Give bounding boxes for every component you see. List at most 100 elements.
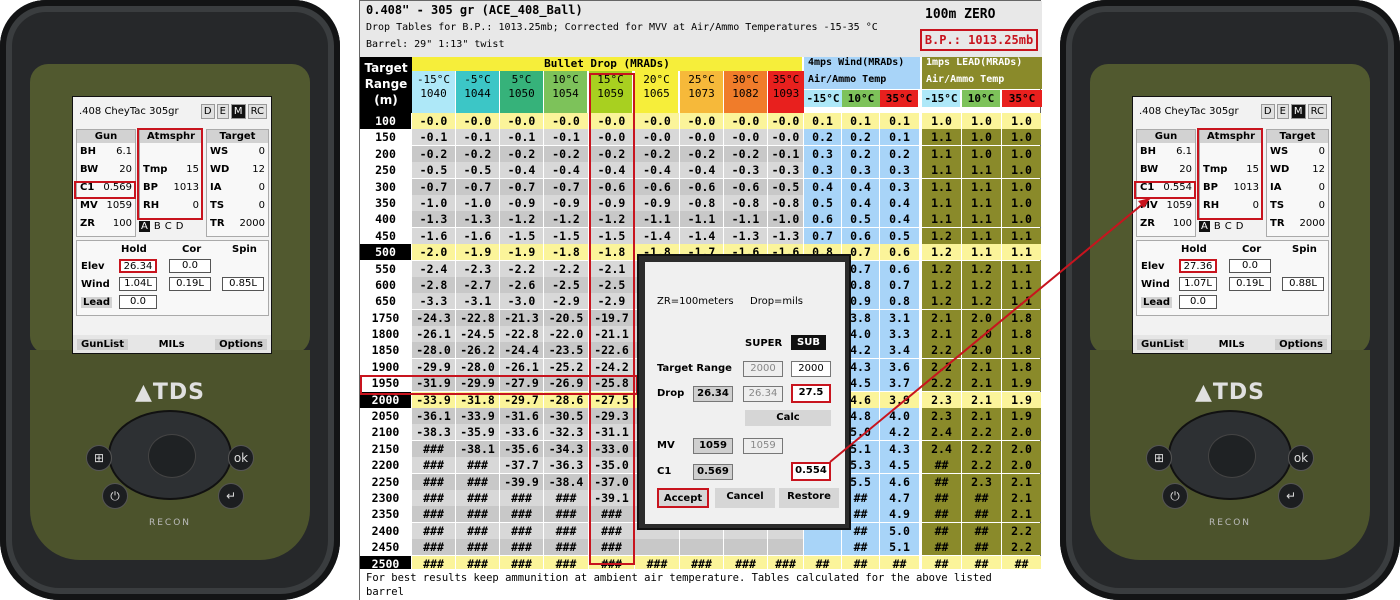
value-cell: 0.1 [880, 129, 920, 146]
value-cell: ### [544, 506, 589, 523]
mode-m[interactable]: M [1290, 104, 1306, 119]
dpad-center[interactable] [1208, 434, 1256, 478]
value-cell: -0.2 [544, 145, 589, 162]
gun-row[interactable]: BW 20 [80, 164, 132, 175]
profile-b[interactable]: B [153, 221, 161, 232]
cor-label: Cor [182, 244, 202, 255]
wind-cor-value[interactable]: 0.19L [1229, 277, 1271, 291]
target-row[interactable]: TS 0 [1270, 200, 1325, 211]
wind-cor-value[interactable]: 0.19L [169, 277, 211, 291]
lead-title: 1mps LEAD(MRADs) [922, 57, 1042, 71]
target-range-header: Target Range (m) [360, 57, 412, 113]
value-cell: 2.0 [1002, 440, 1042, 457]
profile-c[interactable]: C [164, 221, 172, 232]
target-row[interactable]: TR 2000 [210, 218, 265, 229]
value-cell: 1.1 [922, 194, 962, 211]
atm-row[interactable]: BP 1013 [143, 182, 199, 193]
enter-key-icon[interactable]: ↵ [218, 483, 244, 509]
atm-row[interactable]: RH 0 [143, 200, 199, 211]
gun-row[interactable]: C1 0.569 [80, 182, 132, 193]
target-row[interactable]: WD 12 [1270, 164, 1325, 175]
range-cell: 1800 [360, 326, 412, 343]
options-softkey[interactable]: Options [215, 338, 267, 350]
gun-title: .408 CheyTac 305gr [1139, 106, 1239, 117]
value-cell: 0.5 [880, 227, 920, 244]
cancel-button[interactable]: Cancel [715, 488, 775, 508]
restore-button[interactable]: Restore [779, 488, 839, 508]
windows-key-icon[interactable]: ⊞ [86, 445, 112, 471]
sub-option[interactable]: SUB [791, 335, 826, 350]
value-cell: ## [962, 555, 1002, 572]
power-key-icon[interactable]: ⏻ [102, 483, 128, 509]
target-row[interactable]: WS 0 [210, 146, 265, 157]
profile-b[interactable]: B [1213, 221, 1221, 232]
target-row[interactable]: WD 12 [210, 164, 265, 175]
elev-cor-value[interactable]: 0.0 [1229, 259, 1271, 273]
target-row[interactable]: WS 0 [1270, 146, 1325, 157]
lead-label[interactable]: Lead [81, 297, 113, 308]
target-range-input[interactable]: 2000 [791, 361, 831, 377]
value-cell: 0.6 [842, 227, 880, 244]
value-cell: -2.0 [412, 244, 456, 261]
mode-e[interactable]: E [1276, 104, 1289, 119]
lead-label[interactable]: Lead [1141, 297, 1173, 308]
value-cell: 4.5 [880, 457, 920, 474]
value-cell: ## [880, 555, 920, 572]
mode-e[interactable]: E [216, 104, 229, 119]
mode-rc[interactable]: RC [247, 104, 267, 119]
target-row[interactable]: IA 0 [1270, 182, 1325, 193]
profile-d[interactable]: D [175, 221, 184, 232]
value-cell: -0.8 [680, 194, 724, 211]
gun-row[interactable]: ZR 100 [1140, 218, 1192, 229]
gun-row[interactable]: BW 20 [1140, 164, 1192, 175]
dpad[interactable] [1168, 410, 1292, 500]
calc-button[interactable]: Calc [745, 410, 831, 426]
ok-key-icon[interactable]: ok [228, 445, 254, 471]
accept-button[interactable]: Accept [657, 488, 709, 508]
gun-row[interactable]: ZR 100 [80, 218, 132, 229]
profile-d[interactable]: D [1235, 221, 1244, 232]
gunlist-softkey[interactable]: GunList [1137, 338, 1188, 350]
value-cell: 2.2 [1002, 539, 1042, 556]
drop-input[interactable]: 27.5 [791, 384, 831, 403]
gun-row[interactable]: BH 6.1 [1140, 146, 1192, 157]
value-cell: -1.5 [500, 227, 544, 244]
atm-row[interactable]: BP 1013 [1203, 182, 1259, 193]
gun-row[interactable]: BH 6.1 [80, 146, 132, 157]
dpad-center[interactable] [148, 434, 196, 478]
chart-title: 0.408" - 305 gr (ACE_408_Ball) [366, 3, 583, 17]
gun-row[interactable]: MV 1059 [80, 200, 132, 211]
ok-key-icon[interactable]: ok [1288, 445, 1314, 471]
range-cell: 250 [360, 162, 412, 179]
enter-key-icon[interactable]: ↵ [1278, 483, 1304, 509]
atm-row[interactable]: Tmp 15 [1203, 164, 1259, 175]
value-cell: 1.1 [922, 178, 962, 195]
mils-softkey[interactable]: MILs [158, 338, 185, 350]
dpad[interactable] [108, 410, 232, 500]
mode-d[interactable]: D [200, 104, 215, 119]
target-row[interactable]: TS 0 [210, 200, 265, 211]
value-cell: 5.1 [880, 539, 920, 556]
value-cell: 2.0 [962, 342, 1002, 359]
atm-row[interactable]: Tmp 15 [143, 164, 199, 175]
gun-row[interactable]: C1 0.554 [1140, 182, 1192, 193]
mils-softkey[interactable]: MILs [1218, 338, 1245, 350]
profile-c[interactable]: C [1224, 221, 1232, 232]
gunlist-softkey[interactable]: GunList [77, 338, 128, 350]
mode-d[interactable]: D [1260, 104, 1275, 119]
power-key-icon[interactable]: ⏻ [1162, 483, 1188, 509]
elev-cor-value[interactable]: 0.0 [169, 259, 211, 273]
options-softkey[interactable]: Options [1275, 338, 1327, 350]
windows-key-icon[interactable]: ⊞ [1146, 445, 1172, 471]
atm-row[interactable]: RH 0 [1203, 200, 1259, 211]
value-cell: -0.0 [412, 113, 456, 129]
profile-a[interactable]: A [139, 221, 150, 232]
value-cell: -34.3 [544, 440, 589, 457]
super-option[interactable]: SUPER [745, 338, 783, 349]
mode-rc[interactable]: RC [1307, 104, 1327, 119]
target-row[interactable]: TR 2000 [1270, 218, 1325, 229]
target-row[interactable]: IA 0 [210, 182, 265, 193]
gun-row[interactable]: MV 1059 [1140, 200, 1192, 211]
profile-a[interactable]: A [1199, 221, 1210, 232]
mode-m[interactable]: M [230, 104, 246, 119]
